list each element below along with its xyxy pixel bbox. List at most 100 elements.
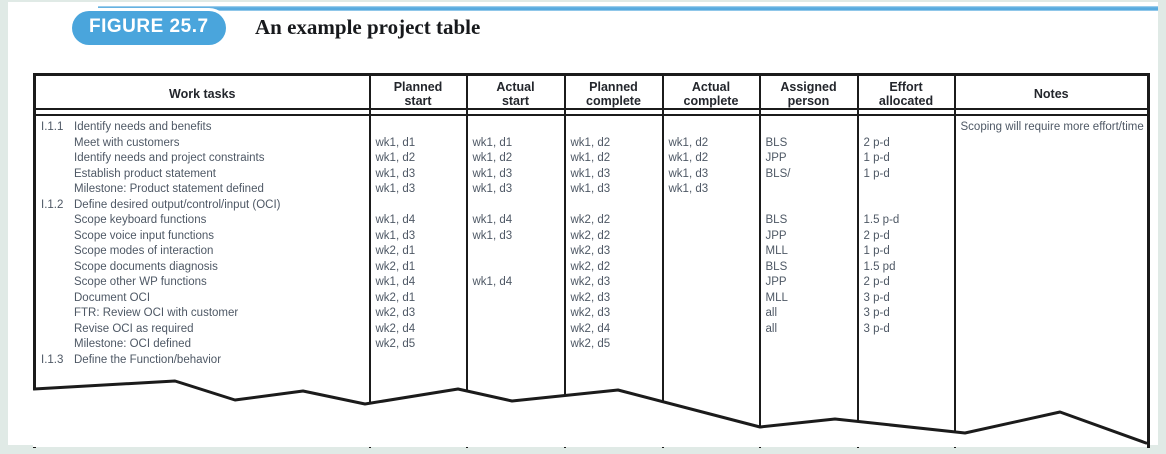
cell-actual_start	[465, 306, 566, 322]
cell-effort: 1 p-d	[856, 166, 956, 182]
filler-cell	[368, 368, 468, 448]
cell-planned_start: wk2, d3	[368, 306, 468, 322]
cell-planned_start: wk1, d3	[368, 182, 468, 198]
cell-person: BLS	[758, 213, 859, 229]
task-label: Define the Function/behavior	[74, 353, 222, 366]
cell-planned_start: wk2, d4	[368, 321, 468, 337]
cell-person: MLL	[758, 244, 859, 260]
cell-actual_complete	[661, 290, 761, 306]
cell-person: JPP	[758, 151, 859, 167]
table-row: Meet with customers wk1, d1 wk1, d1 wk1, d2…	[33, 135, 1149, 151]
table-row: FTR: Review OCI with customer wk2, d3 wk2,…	[33, 306, 1150, 322]
task-label: Milestone: OCI defined	[74, 338, 191, 350]
cell-actual_complete	[661, 352, 761, 368]
cell-actual_start: wk1, d3	[465, 228, 566, 244]
cell-actual_complete	[661, 259, 761, 275]
column-header-label: Notes	[955, 79, 1147, 110]
cell-planned_start: wk2, d1	[368, 290, 468, 306]
task-label: FTR: Review OCI with customer	[74, 307, 239, 319]
cell-planned_complete: wk2, d4	[563, 321, 664, 337]
cell-actual_complete	[661, 337, 761, 353]
cell-actual_start: wk1, d2	[465, 151, 566, 167]
project-table-body: I.1.1 Identify needs and benefits Scoping …	[33, 115, 1150, 448]
cell-planned_complete: wk2, d2	[563, 213, 664, 229]
cell-planned_start: wk1, d1	[368, 135, 468, 151]
cell-planned_complete: wk1, d3	[563, 182, 664, 198]
table-row: Scope documents diagnosis wk2, d1 wk2, d2 B…	[33, 259, 1150, 275]
cell-actual_start: wk1, d3	[465, 182, 566, 198]
cell-task: Revise OCI as required	[33, 321, 371, 337]
cell-person: MLL	[758, 290, 859, 306]
cell-actual_complete	[661, 244, 761, 260]
project-table-header: Work tasks Planned start Actual start Plann…	[33, 73, 1150, 116]
column-header-notes: Notes	[953, 73, 1150, 116]
cell-planned_complete: wk2, d2	[563, 228, 664, 244]
column-header-task: Work tasks	[33, 73, 371, 116]
cell-person: JPP	[758, 228, 859, 244]
cell-actual_start	[465, 352, 566, 368]
cell-actual_complete: wk1, d2	[661, 151, 761, 167]
cell-notes: Scoping will require more effort/time	[953, 115, 1150, 151]
cell-task: Meet with customers	[33, 135, 371, 151]
cell-effort: 3 p-d	[856, 321, 956, 337]
cell-actual_start: wk1, d1	[465, 135, 566, 151]
top-blue-rule	[98, 6, 1158, 11]
cell-effort: 1 p-d	[856, 244, 956, 260]
cell-planned_start: wk1, d4	[368, 275, 468, 291]
cell-person: BLS/	[758, 166, 859, 182]
cell-actual_start: wk1, d3	[465, 166, 566, 182]
cell-task: Milestone: Product statement defined	[33, 182, 371, 198]
cell-notes	[953, 244, 1150, 260]
task-label: Identify needs and project constraints	[74, 152, 265, 164]
cell-effort: 2 p-d	[856, 228, 956, 244]
filler-cell	[856, 368, 956, 448]
cell-actual_complete	[661, 213, 761, 229]
cell-planned_complete: wk1, d2	[563, 135, 664, 151]
cell-task: Scope documents diagnosis	[33, 259, 371, 275]
cell-actual_start	[465, 321, 566, 337]
cell-notes	[953, 182, 1150, 198]
cell-planned_start: wk2, d1	[368, 244, 468, 260]
task-label: Revise OCI as required	[74, 322, 194, 335]
cell-task: Establish product statement	[33, 166, 371, 182]
column-header-label: Actual complete	[663, 79, 759, 110]
cell-planned_complete: wk2, d3	[563, 244, 664, 260]
cell-effort	[856, 352, 956, 368]
table-row: Milestone: OCI defined wk2, d5 wk2, d5	[33, 337, 1150, 353]
cell-notes	[953, 337, 1150, 353]
cell-effort: 2 p-d	[856, 135, 956, 151]
table-row: Document OCI wk2, d1 wk2, d3 MLL 3 p-d	[33, 290, 1150, 306]
cell-effort: 1.5 pd	[856, 259, 956, 275]
filler-cell	[33, 368, 371, 448]
filler-cell	[953, 368, 1150, 448]
task-label: Scope other WP functions	[74, 276, 207, 288]
cell-planned_start	[368, 352, 468, 368]
task-label: Establish product statement	[74, 167, 216, 180]
project-table: Work tasks Planned start Actual start Plann…	[33, 73, 1150, 448]
cell-effort: 3 p-d	[856, 290, 956, 306]
cell-person: BLS	[758, 135, 859, 151]
cell-effort: 1 p-d	[856, 151, 956, 167]
filler-cell	[661, 368, 761, 448]
cell-task: FTR: Review OCI with customer	[33, 306, 371, 322]
torn-edge-filler-row	[33, 368, 1150, 448]
cell-effort: 1.5 p-d	[856, 213, 956, 229]
cell-notes	[953, 275, 1150, 291]
cell-planned_complete: wk2, d3	[563, 275, 664, 291]
column-header-label: Work tasks	[36, 79, 369, 110]
column-header-label: Effort allocated	[858, 79, 954, 110]
column-header-label: Actual start	[467, 79, 564, 110]
column-header-label: Planned complete	[565, 79, 662, 110]
task-label: Identify needs and benefits	[74, 121, 212, 133]
cell-planned_start	[368, 197, 468, 213]
cell-planned_complete: wk1, d2	[563, 151, 664, 167]
table-row: I.1.2 Define desired output/control/input…	[33, 197, 1150, 213]
table-row: Establish product statement wk1, d3 wk1, d…	[33, 166, 1150, 182]
cell-actual_complete	[661, 228, 761, 244]
cell-task: Scope modes of interaction	[33, 244, 371, 260]
table-row: Scope other WP functions wk1, d4 wk1, d4 wk…	[33, 275, 1150, 291]
cell-actual_complete: wk1, d3	[661, 182, 761, 198]
table-row: Scope modes of interaction wk2, d1 wk2, d3…	[33, 244, 1150, 260]
cell-planned_start	[368, 115, 468, 136]
cell-planned_complete: wk2, d3	[563, 306, 664, 322]
